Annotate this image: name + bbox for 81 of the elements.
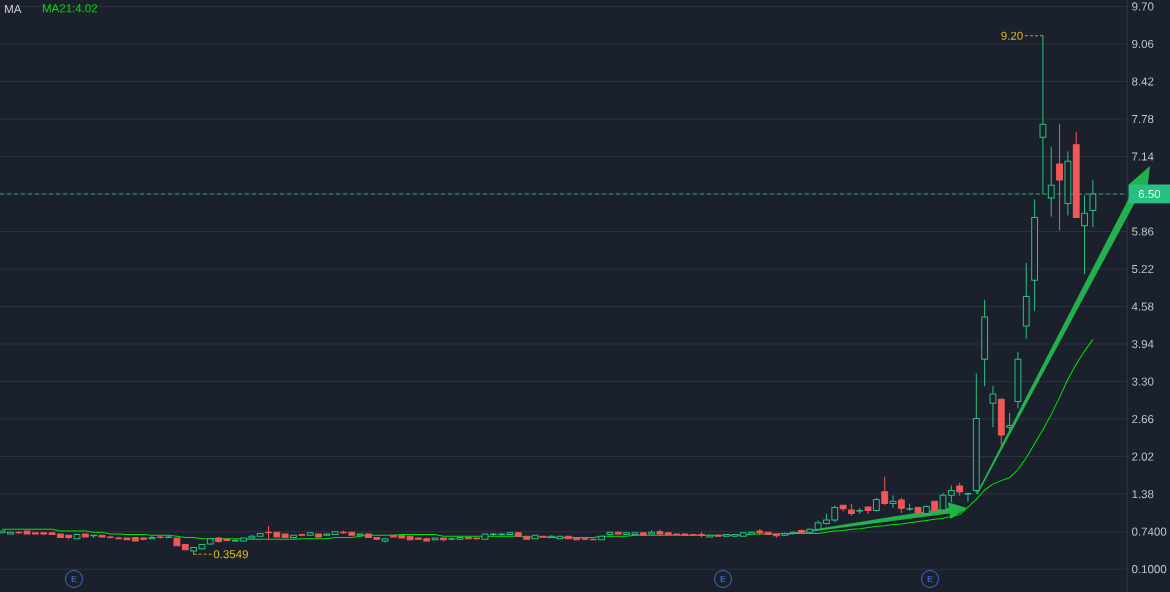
y-tick-label: 3.94 xyxy=(1131,339,1154,349)
y-tick-label: 2.02 xyxy=(1132,452,1154,461)
annotation: E xyxy=(927,575,933,583)
candlestick xyxy=(881,476,889,506)
annotation: E xyxy=(720,575,726,583)
candlestick xyxy=(981,299,989,387)
y-tick-label: 0.1000 xyxy=(1132,565,1167,574)
candlestick xyxy=(1031,199,1038,312)
candlestick xyxy=(306,531,314,536)
y-tick-label: 9.70 xyxy=(1132,2,1154,11)
candlestick xyxy=(606,531,614,536)
candlestick xyxy=(806,528,814,534)
annotation: E xyxy=(71,575,77,583)
candlestick xyxy=(756,528,764,536)
candlestick xyxy=(73,534,81,540)
candlestick xyxy=(781,532,789,537)
y-tick-label: 4.58 xyxy=(1131,302,1154,311)
candlestick xyxy=(256,532,264,537)
candlestick xyxy=(931,500,939,512)
y-tick-label: 5.22 xyxy=(1132,264,1154,274)
candlestick xyxy=(206,537,214,546)
y-tick-label: 2.66 xyxy=(1132,415,1154,424)
candlestick xyxy=(156,535,164,539)
candlestick xyxy=(714,534,722,537)
candlestick xyxy=(315,533,322,538)
ref-line-label: 6.50 xyxy=(1138,189,1161,199)
candlestick xyxy=(856,507,864,514)
y-tick-label: 9.06 xyxy=(1132,39,1154,49)
candlestick xyxy=(656,529,664,536)
candlestick xyxy=(531,534,539,540)
y-tick-label: 8.42 xyxy=(1132,77,1154,86)
candlestick xyxy=(798,529,805,534)
candlestick xyxy=(148,535,156,540)
candlestick xyxy=(290,534,297,538)
candlestick xyxy=(1056,123,1063,231)
y-tick-label: 3.30 xyxy=(1131,377,1154,386)
candlestick xyxy=(298,533,306,537)
candlestick xyxy=(381,538,389,543)
y-tick-label: 0.7400 xyxy=(1132,527,1167,536)
annotation: 9.20 xyxy=(1001,31,1023,40)
annotation: 0.3549 xyxy=(213,550,248,559)
candlestick xyxy=(281,533,289,538)
candlestick xyxy=(439,537,447,542)
candlestick xyxy=(1022,262,1030,339)
candlestick xyxy=(165,535,173,538)
candlestick xyxy=(331,531,339,536)
candlestick xyxy=(90,534,98,538)
chart-title: MA xyxy=(5,5,22,13)
candlestick xyxy=(81,533,89,538)
y-tick-label: 1.38 xyxy=(1132,490,1154,499)
candlestick xyxy=(864,505,872,514)
candlestick xyxy=(956,482,964,496)
candlestick xyxy=(431,537,439,541)
candlestick xyxy=(897,497,905,514)
candlestick xyxy=(1006,412,1014,432)
candlestick xyxy=(789,531,797,535)
candlestick xyxy=(997,398,1005,445)
candlestick xyxy=(648,529,655,535)
candlestick xyxy=(539,535,547,538)
candlestick xyxy=(872,497,880,512)
candlestick xyxy=(964,492,972,502)
candlestick xyxy=(972,373,980,494)
candlestick xyxy=(922,505,930,515)
candlestick xyxy=(706,534,714,538)
candlestick xyxy=(1072,131,1080,218)
candlestick xyxy=(356,533,364,536)
candlestick xyxy=(639,532,647,536)
y-tick-label: 7.78 xyxy=(1132,114,1154,124)
candlestick xyxy=(1014,351,1022,409)
candlestick xyxy=(323,533,331,536)
candlestick xyxy=(839,504,847,512)
candlestick xyxy=(914,506,922,514)
candlestick xyxy=(847,503,855,516)
candlestick xyxy=(989,385,997,428)
y-tick-label: 5.86 xyxy=(1132,227,1154,236)
candlestick xyxy=(598,535,606,541)
text: MA21:4.02 xyxy=(42,4,98,13)
y-tick-label: 7.14 xyxy=(1132,152,1154,161)
candlestick xyxy=(906,503,914,512)
candlestick xyxy=(889,495,897,509)
candlestick xyxy=(614,531,622,535)
